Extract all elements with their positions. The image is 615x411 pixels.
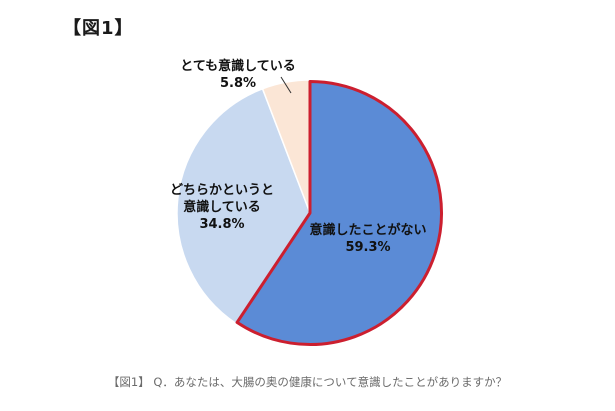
slice-label-0: 意識したことがない [309, 222, 426, 238]
slice-label-2: とても意識している [180, 58, 296, 74]
pie-slice-1 [176, 87, 311, 325]
pie-slices [176, 79, 444, 347]
slice-label-1: 意識している [183, 199, 261, 215]
figure-label: 【図1】 [63, 18, 134, 39]
slice-value-0: 59.3% [345, 240, 390, 255]
highlight-border [235, 80, 443, 346]
leader-line [280, 76, 292, 94]
slice-value-1: 34.8% [199, 217, 244, 232]
slice-value-2: 5.8% [220, 76, 256, 91]
figure-caption: 【図1】 Q．あなたは、大腸の奥の健康について意識したことがありますか？ [107, 375, 508, 389]
slice-label-1: どちらかというと [170, 183, 274, 198]
pie-slice-2 [261, 79, 311, 214]
